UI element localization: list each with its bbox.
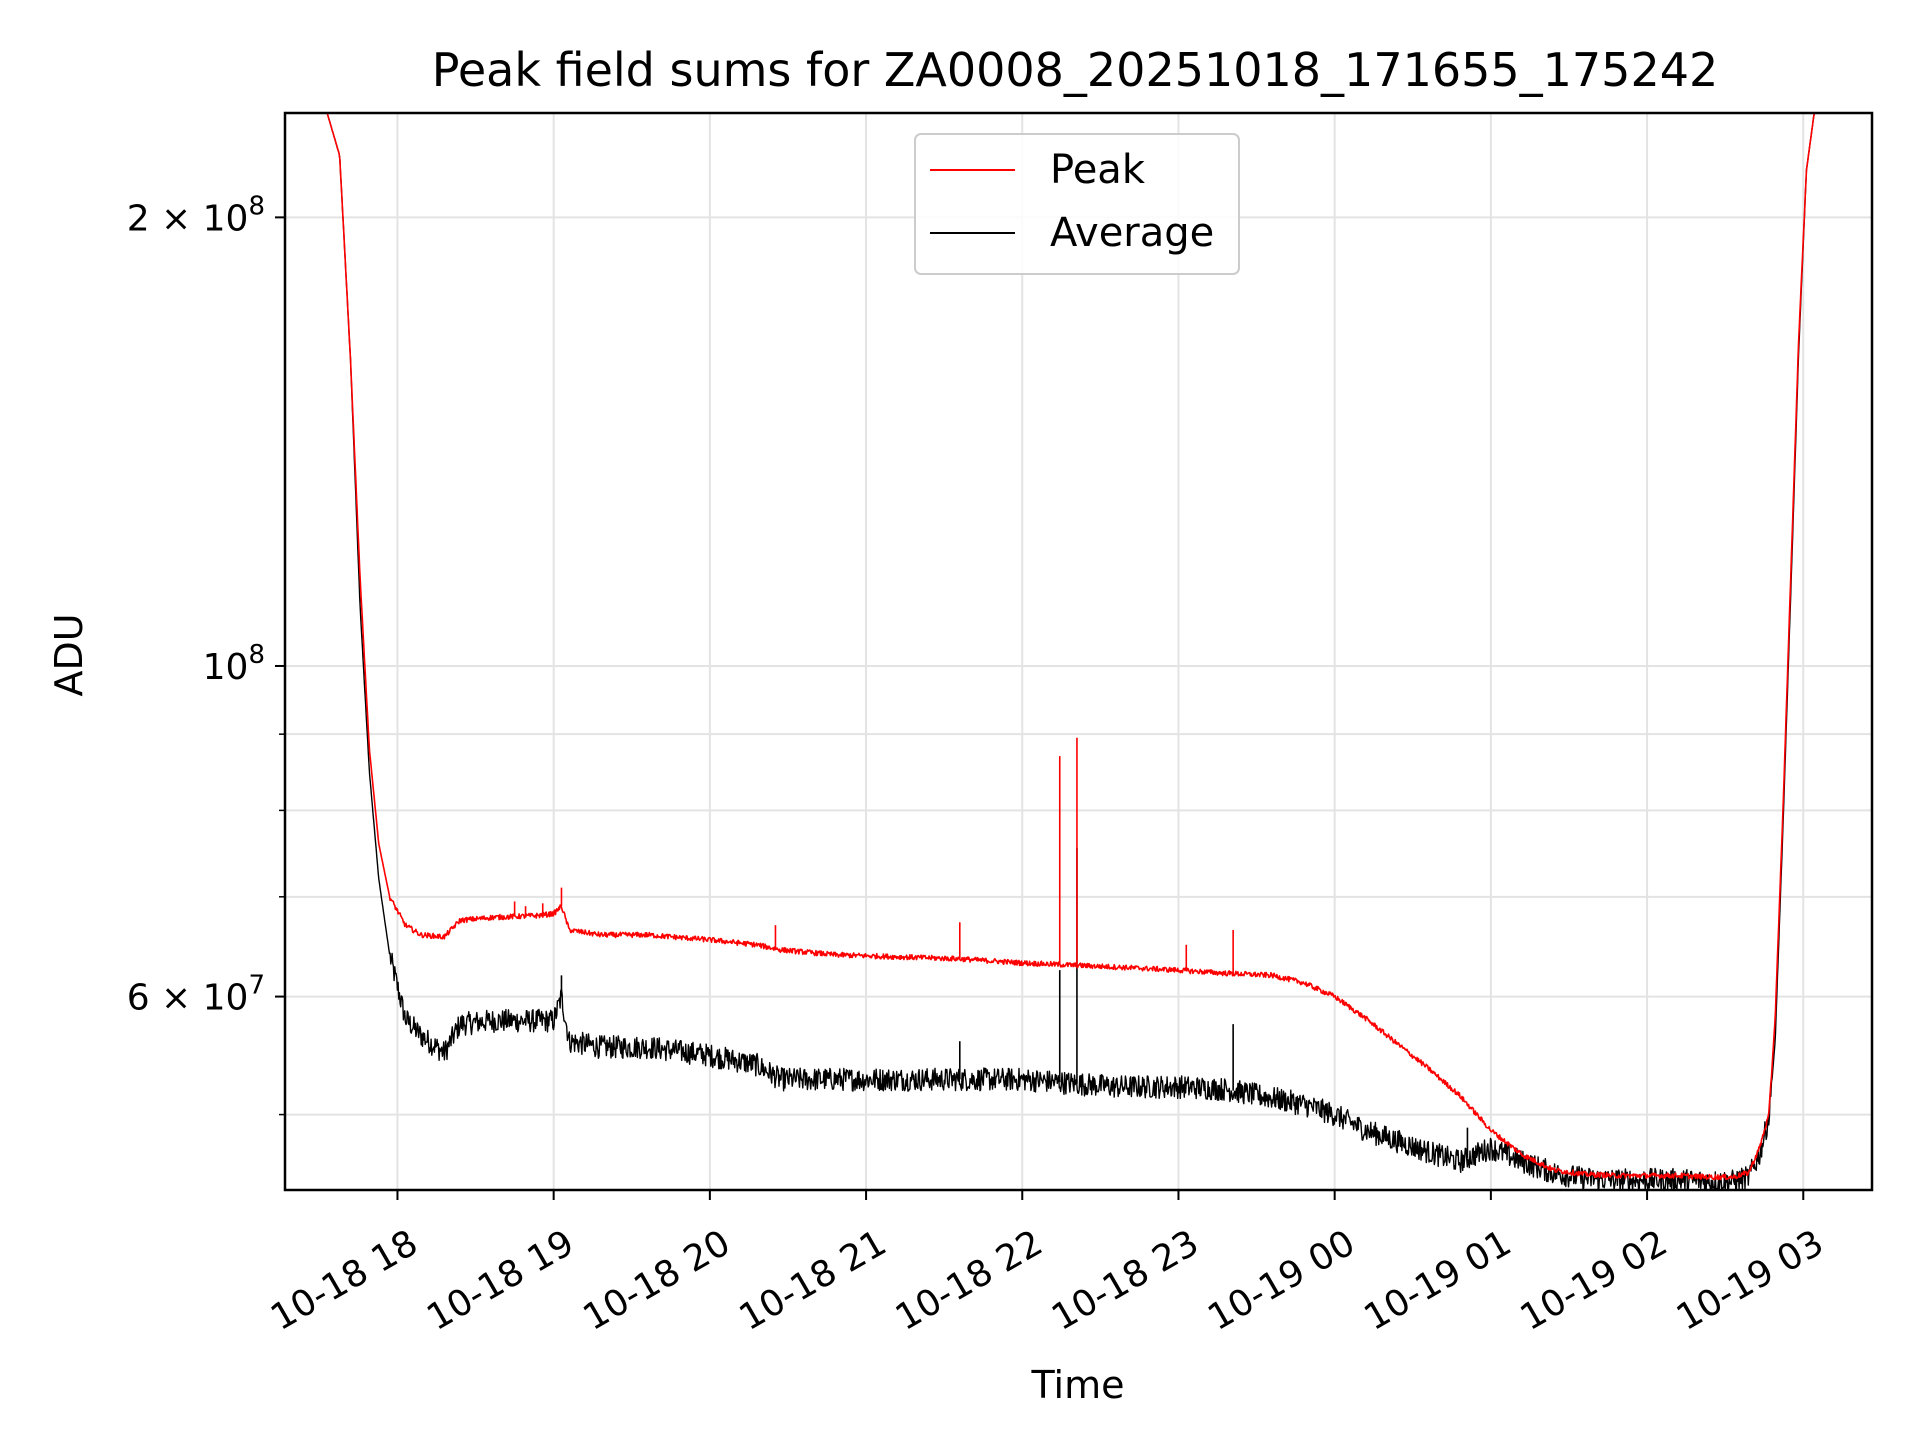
series-line-average — [285, 113, 1872, 1190]
y-axis-label: ADU — [47, 613, 91, 696]
series-line-peak — [285, 113, 1872, 1181]
plot-area — [285, 113, 1872, 1190]
chart-title: Peak field sums for ZA0008_20251018_1716… — [432, 43, 1719, 97]
y-tick-label: 6 × 107 — [127, 971, 265, 1019]
x-axis-label: Time — [1031, 1363, 1125, 1407]
legend-label-peak: Peak — [1050, 147, 1146, 193]
y-tick-label: 2 × 108 — [127, 191, 265, 239]
plot-frame — [283, 111, 1874, 1192]
series-group — [285, 113, 1872, 1190]
legend-label-average: Average — [1050, 210, 1214, 256]
legend: Peak Average — [914, 133, 1240, 275]
